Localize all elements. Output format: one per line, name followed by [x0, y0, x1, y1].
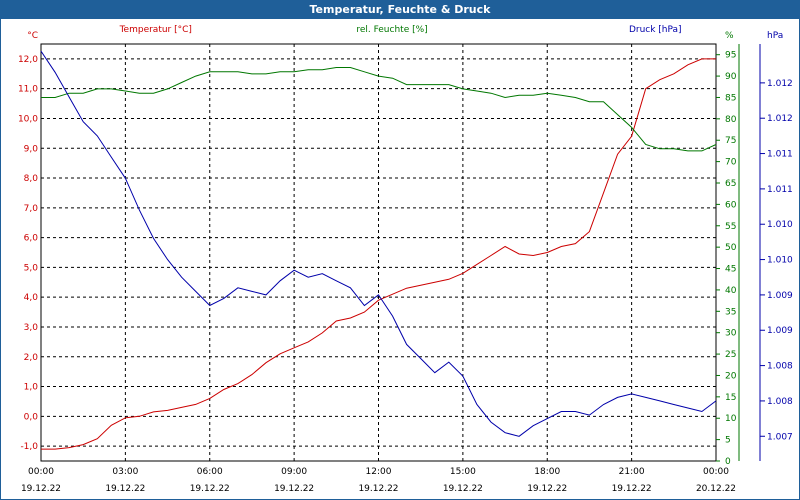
- humidity-tick-label: 70: [725, 158, 737, 168]
- x-tick-date: 19.12.22: [21, 484, 61, 494]
- humidity-axis-label: rel. Feuchte [%]: [356, 25, 427, 35]
- temperature-tick-label: -1,0: [20, 442, 38, 452]
- pressure-tick-label: 1.012: [767, 114, 793, 124]
- pressure-tick-label: 1.008: [767, 397, 793, 407]
- temperature-tick-label: 4,0: [24, 293, 39, 303]
- temperature-tick-label: 1,0: [24, 383, 39, 393]
- humidity-tick-label: 20: [725, 371, 737, 381]
- x-tick-time: 12:00: [366, 467, 392, 477]
- x-tick-date: 19.12.22: [105, 484, 145, 494]
- humidity-tick-label: 65: [725, 179, 736, 189]
- x-tick-time: 00:00: [28, 467, 54, 477]
- humidity-tick-label: 10: [725, 414, 737, 424]
- humidity-tick-label: 25: [725, 350, 736, 360]
- chart-title: Temperatur, Feuchte & Druck: [1, 1, 799, 19]
- x-tick-date: 20.12.22: [696, 484, 736, 494]
- pressure-tick-label: 1.008: [767, 362, 793, 372]
- humidity-tick-label: 85: [725, 93, 736, 103]
- pressure-tick-label: 1.011: [767, 150, 793, 160]
- temperature-tick-label: 5,0: [24, 263, 39, 273]
- humidity-tick-label: 45: [725, 265, 736, 275]
- pressure-series-line: [40, 50, 717, 437]
- chart-canvas: 00:00 19.12.22 03:00 19.12.22 06:00 19.12.22 0…: [18, 25, 793, 494]
- humidity-tick-label: 50: [725, 243, 737, 253]
- x-tick-date: 19.12.22: [527, 484, 567, 494]
- pressure-tick-label: 1.012: [767, 79, 793, 89]
- x-tick-time: 15:00: [450, 467, 476, 477]
- x-tick-time: 00:00: [703, 467, 729, 477]
- pressure-tick-label: 1.010: [767, 220, 793, 230]
- x-tick-time: 18:00: [534, 467, 560, 477]
- pressure-tick-label: 1.009: [767, 291, 793, 301]
- plot-area: [40, 43, 717, 462]
- x-tick-date: 19.12.22: [612, 484, 652, 494]
- temperature-tick-label: 3,0: [24, 323, 39, 333]
- humidity-tick-label: 0: [725, 457, 731, 467]
- pressure-axis-label: Druck [hPa]: [629, 25, 682, 35]
- temperature-tick-label: 10,0: [18, 114, 38, 124]
- temperature-tick-label: 0,0: [24, 412, 39, 422]
- pressure-tick-label: 1.010: [767, 256, 793, 266]
- pressure-tick-label: 1.011: [767, 185, 793, 195]
- x-tick-time: 21:00: [619, 467, 645, 477]
- humidity-series-line: [41, 67, 717, 152]
- pressure-tick-label: 1.007: [767, 432, 793, 442]
- humidity-tick-label: 35: [725, 307, 736, 317]
- x-tick-date: 19.12.22: [358, 484, 398, 494]
- x-tick-date: 19.12.22: [443, 484, 483, 494]
- humidity-tick-label: 5: [725, 436, 731, 446]
- temperature-axis-label: Temperatur [°C]: [119, 25, 192, 35]
- humidity-tick-label: 30: [725, 329, 737, 339]
- x-tick-time: 09:00: [281, 467, 307, 477]
- temperature-tick-label: 2,0: [24, 353, 39, 363]
- temperature-tick-label: 8,0: [24, 174, 39, 184]
- x-tick-date: 19.12.22: [190, 484, 230, 494]
- humidity-unit: %: [725, 31, 734, 41]
- humidity-tick-label: 60: [725, 200, 737, 210]
- pressure-tick-label: 1.009: [767, 326, 793, 336]
- x-tick-date: 19.12.22: [274, 484, 314, 494]
- humidity-tick-label: 80: [725, 115, 737, 125]
- x-tick-time: 06:00: [197, 467, 223, 477]
- temperature-tick-label: 7,0: [24, 204, 39, 214]
- temperature-tick-label: 6,0: [24, 234, 39, 244]
- humidity-tick-label: 90: [725, 72, 737, 82]
- pressure-unit: hPa: [767, 31, 783, 41]
- temperature-tick-label: 12,0: [18, 55, 38, 65]
- temperature-series-line: [41, 58, 716, 450]
- humidity-tick-label: 55: [725, 222, 736, 232]
- humidity-tick-label: 95: [725, 51, 736, 61]
- humidity-tick-label: 75: [725, 136, 736, 146]
- temperature-tick-label: 9,0: [24, 144, 39, 154]
- humidity-tick-label: 15: [725, 393, 736, 403]
- humidity-tick-label: 40: [725, 286, 737, 296]
- x-tick-time: 03:00: [112, 467, 138, 477]
- temperature-tick-label: 11,0: [18, 85, 38, 95]
- temperature-unit: °C: [27, 31, 38, 41]
